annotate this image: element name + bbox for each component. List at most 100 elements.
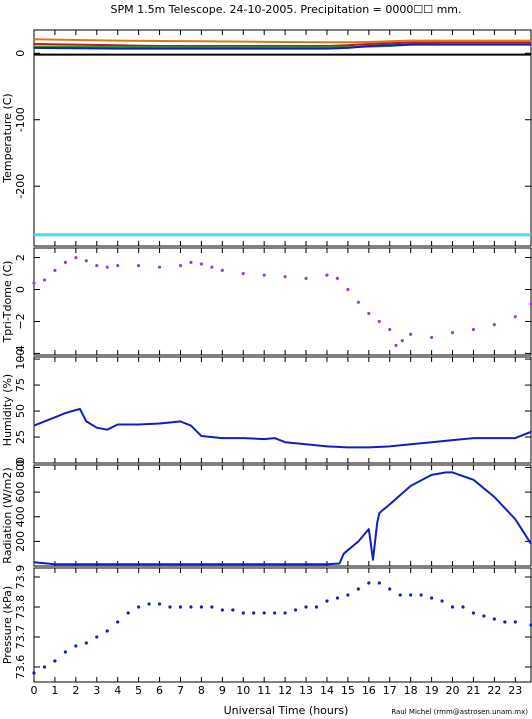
pressure-point: [42, 665, 47, 669]
x-tick-label: 13: [299, 684, 313, 697]
tpri-tdome-point: [529, 302, 532, 306]
x-tick-label: 21: [466, 684, 480, 697]
x-tick-label: 6: [156, 684, 163, 697]
pressure-point: [157, 602, 162, 606]
radiation-ytick-label: 600: [14, 482, 27, 503]
temperature-ytick-label: -100: [14, 107, 27, 132]
pressure-point: [210, 605, 214, 609]
x-tick-label: 19: [425, 684, 439, 697]
tpri-tdome-point: [42, 278, 47, 282]
tpri-tdome-point: [32, 281, 36, 285]
tpri-tdome-point: [74, 255, 78, 260]
tpri-tdome-point: [304, 276, 308, 280]
tpri-tdome-point: [346, 287, 350, 292]
tpri-tdome-point: [450, 331, 455, 335]
x-axis-title: Universal Time (hours): [224, 704, 349, 717]
tpri-tdome-frame: [33, 247, 532, 356]
tpri-tdome-point: [377, 319, 381, 324]
pressure-point: [529, 623, 532, 627]
pressure-ytick-label: 73.7: [14, 625, 27, 650]
pressure-point: [199, 605, 204, 609]
pressure-point: [262, 611, 266, 615]
pressure-point: [388, 587, 392, 591]
pressure-point: [220, 608, 224, 612]
pressure-point: [377, 581, 381, 585]
temperature-series-line: [33, 43, 531, 50]
tpri-tdome-point: [283, 275, 287, 279]
pressure-point: [178, 605, 183, 609]
temperature-series-line: [33, 41, 531, 47]
tpri-tdome-ytick-label: 0: [14, 286, 27, 293]
pressure-point: [84, 641, 88, 645]
pressure-point: [231, 608, 235, 612]
tpri-tdome-point: [157, 265, 162, 269]
pressure-ytick-label: 73.8: [14, 595, 27, 620]
pressure-point: [63, 650, 67, 654]
figure-title: SPM 1.5m Telescope. 24-10-2005. Precipit…: [110, 3, 461, 16]
tpri-tdome-point: [394, 343, 398, 348]
tpri-tdome-point: [430, 335, 434, 340]
x-tick-label: 2: [72, 684, 79, 697]
x-tick-label: 12: [278, 684, 292, 697]
tpri-tdome-point: [63, 260, 67, 264]
tpri-tdome-point: [325, 273, 329, 277]
x-axis: 0 1 2 3 4 5 6 7 8 9 10 11 12 13 14 15 16 17 18 19 20 21 22 23: [31, 684, 523, 697]
x-tick-label: 1: [51, 684, 58, 697]
humidity-ytick-label: 25: [14, 430, 27, 444]
tpri-tdome-point: [199, 262, 204, 266]
pressure-point: [450, 605, 455, 609]
pressure-point: [137, 605, 141, 609]
pressure-point: [147, 602, 151, 606]
tpri-tdome-point: [105, 265, 109, 269]
tpri-tdome-point: [210, 265, 214, 269]
pressure-point: [482, 614, 486, 618]
x-tick-label: 11: [257, 684, 271, 697]
pressure-frame: [33, 567, 532, 683]
pressure-point: [492, 617, 496, 621]
tpri-tdome-point: [513, 315, 517, 319]
pressure-point: [471, 611, 476, 615]
pressure-point: [325, 599, 329, 603]
tpri-tdome-point: [388, 327, 392, 332]
tpri-tdome-point: [400, 339, 404, 343]
tpri-tdome-point: [262, 273, 266, 277]
temperature-axis-title: Temperature (C): [1, 93, 14, 183]
temperature-frame: [33, 29, 532, 247]
pressure-point: [398, 593, 402, 597]
pressure-point: [189, 605, 193, 609]
credit-text: Raul Michel (rmm@astrosen.unam.mx): [391, 708, 528, 716]
pressure-point: [126, 611, 130, 615]
tpri-tdome-ytick-label: −4: [14, 345, 27, 361]
pressure-point: [409, 593, 413, 597]
tpri-tdome-point: [409, 332, 413, 336]
x-tick-label: 10: [236, 684, 250, 697]
tpri-tdome-point: [53, 268, 57, 272]
pressure-point: [335, 596, 340, 600]
humidity-axis-title: Humidity (%): [1, 374, 14, 446]
tpri-tdome-point: [178, 263, 183, 268]
radiation-frame: [33, 464, 532, 567]
pressure-point: [314, 605, 319, 609]
tpri-tdome-point: [95, 263, 99, 268]
x-tick-label: 9: [219, 684, 226, 697]
pressure-point: [419, 593, 423, 597]
pressure-point: [105, 629, 109, 633]
tpri-tdome-point: [471, 327, 476, 332]
tpri-tdome-point: [84, 259, 88, 263]
radiation-ytick-label: 200: [14, 531, 27, 552]
x-tick-label: 22: [487, 684, 501, 697]
pressure-point: [346, 593, 350, 597]
humidity-frame: [33, 356, 532, 464]
x-tick-label: 23: [508, 684, 522, 697]
pressure-point: [168, 605, 172, 609]
pressure-point: [32, 671, 36, 675]
x-tick-label: 3: [93, 684, 100, 697]
pressure-point: [273, 611, 277, 615]
x-tick-label: 20: [446, 684, 460, 697]
pressure-point: [304, 605, 308, 609]
x-tick-label: 5: [135, 684, 142, 697]
pressure-point: [513, 620, 517, 624]
